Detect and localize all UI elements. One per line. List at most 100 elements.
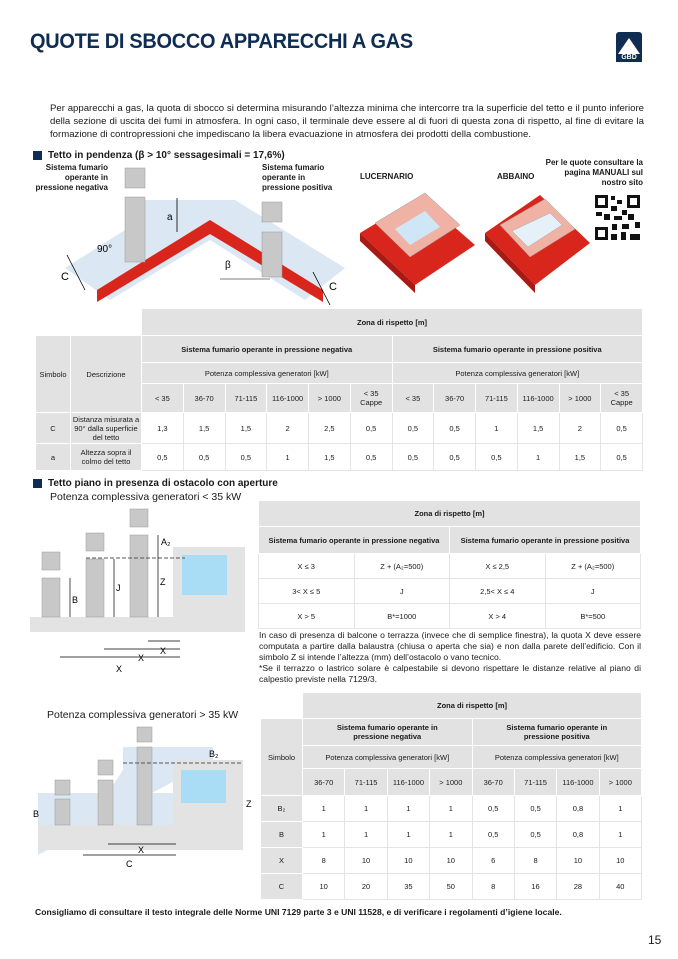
table-cell: 28	[556, 873, 600, 900]
table-cell: J	[544, 578, 641, 604]
logo-text: GBD	[621, 54, 637, 61]
intro-paragraph: Per apparecchi a gas, la quota di sbocco…	[50, 103, 644, 140]
table-cell: 1	[301, 821, 346, 848]
t1-range-header: 36-70	[433, 383, 476, 413]
bullet-square-icon	[33, 479, 42, 488]
table-cell: X > 4	[449, 603, 546, 629]
sloped-roof-diagram: a C 90° β C	[61, 167, 345, 306]
page-title: QUOTE DI SBOCCO APPARECCHI A GAS	[30, 30, 413, 53]
table-cell: 20	[344, 873, 388, 900]
subheading-gt35: Potenza complessiva generatori > 35 kW	[47, 709, 239, 721]
t2-neg-header: Sistema fumario operante in pressione ne…	[258, 526, 450, 554]
skylight-dormer-diagram	[360, 192, 590, 293]
table-cell: 0,5	[433, 443, 476, 471]
subheading-lt35: Potenza complessiva generatori < 35 kW	[50, 491, 242, 503]
table-cell: 10	[429, 847, 473, 874]
label-lucernario: LUCERNARIO	[360, 172, 414, 181]
table-cell: 1	[598, 821, 643, 848]
qr-code[interactable]	[594, 194, 641, 241]
table-cell: 3< X ≤ 5	[258, 578, 355, 604]
t1-range-header: 71-115	[475, 383, 518, 413]
t1-zona-header: Zona di rispetto [m]	[141, 308, 643, 336]
table-cell: 1,3	[141, 412, 184, 444]
t3-range-header: 36-70	[301, 768, 346, 796]
table-cell: 8	[513, 847, 558, 874]
dim-j: J	[116, 583, 121, 593]
flat-roof-diagram-lt35: B J Z A₂ X X X	[30, 508, 245, 674]
table-cell: 0,5	[224, 443, 268, 471]
t1-range-header: 71-115	[224, 383, 268, 413]
dim-b-gt35: B	[33, 809, 39, 819]
dim-x2: X	[138, 653, 144, 663]
dim-z-gt35: Z	[246, 799, 252, 809]
table-cell: 1	[429, 821, 473, 848]
row-symbol: B	[260, 821, 303, 848]
t1-simbolo-header: Simbolo	[35, 335, 71, 413]
dim-a2: A₂	[161, 537, 171, 547]
t1-range-header: > 1000	[558, 383, 602, 413]
table-cell: 50	[429, 873, 473, 900]
dim-c-left: C	[61, 271, 69, 283]
dim-c-right: C	[329, 281, 337, 293]
gbd-logo: GBD	[616, 32, 642, 62]
section-heading-sloped-roof: Tetto in pendenza (β > 10° sessagesimali…	[33, 150, 285, 161]
t1-pos-header: Sistema fumario operante in pressione po…	[391, 335, 643, 363]
table-cell: 2	[266, 412, 309, 444]
dim-b: B	[72, 595, 78, 605]
table-row: a Altezza sopra il colmo del tetto 0,5 0,5 0…	[35, 443, 643, 471]
table-cell: 0,5	[349, 443, 393, 471]
t2-zona-header: Zona di rispetto [m]	[258, 500, 641, 527]
table-cell: 10	[386, 847, 431, 874]
dim-x-gt35: X	[138, 845, 144, 855]
row-symbol: B₂	[260, 795, 303, 822]
t1-potenza-neg: Potenza complessiva generatori [kW]	[141, 362, 393, 384]
table-cell: J	[353, 578, 450, 604]
table-cell: 40	[598, 873, 643, 900]
qr-note: Per le quote consultare la pagina MANUAL…	[545, 158, 643, 187]
table-cell: 10	[301, 873, 346, 900]
t2-pos-header: Sistema fumario operante in pressione po…	[449, 526, 641, 554]
t1-range-header: 116-1000	[266, 383, 309, 413]
notes: In caso di presenza di balcone o terrazz…	[259, 630, 641, 685]
t1-range-header: > 1000	[308, 383, 351, 413]
table-cell: 6	[471, 847, 515, 874]
table-cell: 0,5	[471, 795, 515, 822]
table-cell: 0,8	[556, 795, 600, 822]
table-cell: 1	[386, 821, 431, 848]
row-symbol: X	[260, 847, 303, 874]
table-cell: 1,5	[558, 443, 602, 471]
flat-roof-gt35-table: Zona di rispetto [m] Simbolo Sistema fuma…	[260, 692, 643, 900]
table-cell: 1	[475, 412, 518, 444]
table-row: X > 5 B*=1000 X > 4 B*=500	[258, 603, 641, 629]
label-abbaino: ABBAINO	[497, 172, 535, 181]
t3-pos-header: Sistema fumario operante in pressione po…	[471, 718, 642, 746]
row-symbol: a	[35, 443, 71, 471]
table-cell: 1	[344, 821, 388, 848]
table-cell: 0,5	[182, 443, 226, 471]
t1-potenza-pos: Potenza complessiva generatori [kW]	[391, 362, 643, 384]
t1-range-header: 36-70	[182, 383, 226, 413]
page-number: 15	[648, 933, 662, 947]
t1-range-header: < 35	[391, 383, 435, 413]
row-symbol: C	[260, 873, 303, 900]
t1-range-header: < 35 Cappe	[349, 383, 393, 413]
table-cell: 2	[558, 412, 602, 444]
table-cell: X > 5	[258, 603, 355, 629]
t3-zona-header: Zona di rispetto [m]	[302, 692, 642, 719]
t3-range-header: 116-1000	[386, 768, 431, 796]
table-row: B₂ 1 1 1 1 0,5 0,5 0,8 1	[260, 795, 643, 822]
table-cell: 2,5	[308, 412, 351, 444]
table-cell: B*=500	[544, 603, 641, 629]
table-cell: 1	[386, 795, 431, 822]
table-cell: 0,5	[391, 443, 435, 471]
table-cell: Z + (A₂=500)	[544, 553, 641, 579]
table-cell: 1	[598, 795, 643, 822]
row-description: Altezza sopra il colmo del tetto	[70, 443, 142, 471]
flat-roof-lt35-table: Zona di rispetto [m] Sistema fumario ope…	[258, 500, 641, 629]
t1-range-header: < 35 Cappe	[600, 383, 643, 413]
table-cell: 1	[266, 443, 309, 471]
t3-range-header: 36-70	[471, 768, 515, 796]
table-cell: 0,5	[391, 412, 435, 444]
dim-x3: X	[116, 664, 122, 674]
dim-z: Z	[160, 577, 166, 587]
